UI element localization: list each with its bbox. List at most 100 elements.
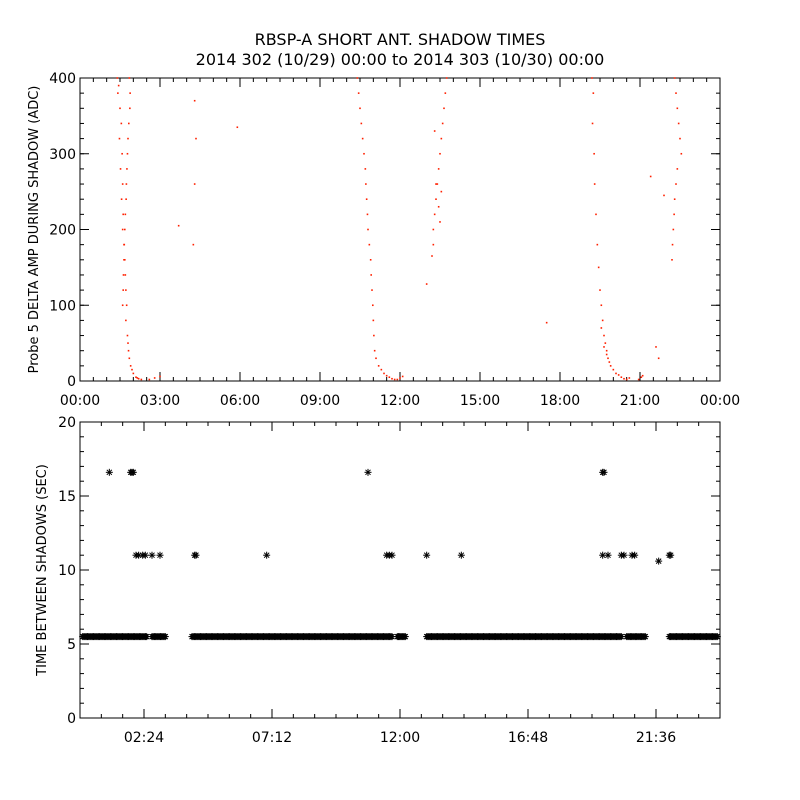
data-point	[125, 319, 127, 322]
data-point	[373, 334, 375, 337]
data-point	[615, 372, 617, 375]
data-point	[676, 107, 679, 110]
data-point	[364, 468, 372, 476]
data-point	[236, 126, 239, 129]
data-point	[603, 334, 605, 337]
data-point	[128, 122, 130, 125]
data-point	[373, 349, 376, 352]
y-tick-label: 0	[67, 711, 76, 727]
y-tick-label: 5	[67, 637, 76, 653]
x-tick-label: 18:00	[540, 393, 580, 409]
data-point	[119, 168, 122, 170]
data-point	[359, 107, 361, 110]
data-point	[655, 346, 657, 348]
x-tick-label: 02:24	[124, 730, 164, 746]
x-tick-label: 03:00	[140, 393, 180, 409]
data-point	[120, 198, 123, 200]
data-point	[601, 319, 604, 322]
data-point	[440, 137, 443, 140]
x-tick-label: 12:00	[380, 393, 420, 409]
data-point	[593, 183, 596, 185]
data-point	[159, 375, 161, 378]
data-point	[676, 168, 679, 170]
data-point	[370, 274, 372, 276]
data-point-band	[161, 633, 169, 641]
data-point	[121, 183, 124, 185]
data-point	[425, 283, 428, 285]
data-point-band	[641, 633, 649, 641]
data-point	[437, 205, 440, 208]
data-point	[367, 228, 369, 231]
data-point	[124, 213, 127, 216]
y-tick-label: 200	[49, 223, 76, 239]
data-point	[432, 243, 435, 246]
data-point	[657, 357, 660, 360]
data-point	[136, 377, 139, 379]
data-point	[433, 130, 436, 132]
plot-frame	[79, 77, 721, 382]
data-point	[195, 137, 197, 140]
data-point	[597, 266, 600, 269]
data-point	[124, 274, 127, 276]
y-tick-label: 0	[67, 374, 76, 390]
data-point	[365, 198, 368, 200]
data-point	[432, 228, 435, 231]
data-point	[605, 353, 608, 356]
chart-title: RBSP-A SHORT ANT. SHADOW TIMES	[254, 30, 546, 49]
data-point	[600, 468, 608, 476]
data-point	[444, 92, 447, 94]
data-point	[435, 198, 437, 200]
data-point	[360, 122, 363, 125]
plot-frame	[79, 421, 721, 719]
data-point-band	[401, 633, 409, 641]
data-point	[156, 551, 164, 559]
data-point	[439, 152, 441, 155]
data-point	[148, 378, 151, 381]
data-point	[129, 365, 132, 367]
y-axis-label: Probe 5 DELTA AMP DURING SHADOW (ADC)	[27, 86, 42, 374]
data-point	[673, 198, 676, 200]
data-point	[364, 168, 367, 170]
data-point	[591, 77, 593, 79]
data-point	[148, 551, 156, 559]
data-point	[671, 243, 674, 246]
data-point	[125, 289, 127, 291]
data-point-band	[713, 633, 721, 641]
x-tick-label: 12:00	[380, 730, 420, 746]
x-tick-label: 16:48	[508, 730, 548, 746]
data-point	[663, 194, 665, 197]
data-point	[655, 557, 663, 565]
data-point	[118, 137, 121, 140]
data-point	[591, 122, 594, 125]
data-point	[128, 77, 131, 79]
data-point	[126, 152, 129, 155]
y-tick-label: 10	[58, 563, 76, 579]
data-point	[396, 378, 399, 381]
data-point	[604, 342, 607, 344]
data-point	[607, 357, 609, 360]
data-point	[125, 198, 127, 200]
data-point	[372, 304, 374, 307]
data-point	[439, 221, 441, 223]
data-point	[593, 152, 595, 155]
data-point	[675, 92, 677, 94]
data-point	[401, 375, 404, 378]
data-point	[361, 137, 364, 140]
data-point	[366, 213, 369, 216]
data-point	[377, 365, 380, 367]
data-point	[677, 122, 680, 125]
data-point	[263, 551, 271, 559]
data-point	[620, 551, 628, 559]
data-point	[372, 319, 375, 322]
data-point	[667, 551, 675, 559]
x-tick-label: 07:12	[252, 730, 292, 746]
data-point	[604, 551, 612, 559]
data-point	[383, 372, 385, 375]
data-point	[641, 374, 644, 377]
data-point	[391, 377, 393, 380]
data-point	[380, 368, 383, 371]
x-tick-label: 00:00	[700, 393, 740, 409]
data-point	[371, 289, 373, 291]
data-point	[457, 551, 465, 559]
data-point	[193, 183, 196, 185]
